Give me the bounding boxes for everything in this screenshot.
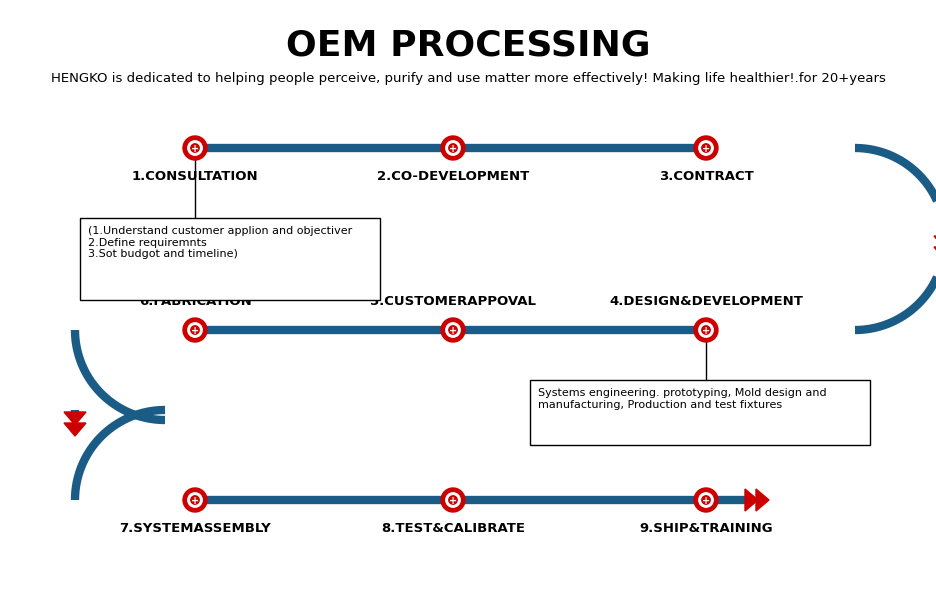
Text: +: + bbox=[191, 496, 199, 506]
Polygon shape bbox=[64, 423, 86, 436]
Circle shape bbox=[191, 326, 199, 334]
Text: +: + bbox=[191, 326, 199, 336]
Polygon shape bbox=[934, 247, 936, 260]
Circle shape bbox=[191, 144, 199, 152]
Text: +: + bbox=[449, 144, 457, 154]
Circle shape bbox=[183, 136, 207, 160]
Bar bbox=[530, 380, 870, 445]
Text: 6.FABRICATION: 6.FABRICATION bbox=[139, 295, 252, 308]
Text: +: + bbox=[449, 496, 457, 506]
Text: 2.CO-DEVELOPMENT: 2.CO-DEVELOPMENT bbox=[377, 170, 529, 183]
Circle shape bbox=[699, 493, 713, 507]
Circle shape bbox=[183, 488, 207, 512]
Circle shape bbox=[448, 144, 457, 152]
Circle shape bbox=[702, 144, 710, 152]
Circle shape bbox=[702, 496, 710, 504]
Circle shape bbox=[191, 496, 199, 504]
Text: +: + bbox=[702, 326, 710, 336]
Text: +: + bbox=[702, 496, 710, 506]
Circle shape bbox=[699, 141, 713, 155]
Circle shape bbox=[694, 136, 718, 160]
Circle shape bbox=[448, 496, 457, 504]
Polygon shape bbox=[756, 489, 769, 511]
Text: +: + bbox=[449, 326, 457, 336]
Text: (1.Understand customer applion and objectiver
2.Define requiremnts
3.Sot budgot : (1.Understand customer applion and objec… bbox=[88, 226, 352, 259]
Text: 9.SHIP&TRAINING: 9.SHIP&TRAINING bbox=[639, 522, 773, 535]
Polygon shape bbox=[745, 489, 758, 511]
Circle shape bbox=[441, 488, 465, 512]
Text: 8.TEST&CALIBRATE: 8.TEST&CALIBRATE bbox=[381, 522, 525, 535]
Circle shape bbox=[694, 318, 718, 342]
Circle shape bbox=[694, 488, 718, 512]
Polygon shape bbox=[64, 412, 86, 425]
Circle shape bbox=[441, 136, 465, 160]
Text: 1.CONSULTATION: 1.CONSULTATION bbox=[132, 170, 258, 183]
Circle shape bbox=[188, 141, 202, 155]
Circle shape bbox=[188, 323, 202, 337]
Circle shape bbox=[446, 141, 461, 155]
Polygon shape bbox=[934, 236, 936, 249]
Text: 4.DESIGN&DEVELOPMENT: 4.DESIGN&DEVELOPMENT bbox=[609, 295, 803, 308]
Circle shape bbox=[699, 323, 713, 337]
Circle shape bbox=[446, 493, 461, 507]
Text: +: + bbox=[702, 144, 710, 154]
Text: 5.CUSTOMERAPPOVAL: 5.CUSTOMERAPPOVAL bbox=[370, 295, 536, 308]
Text: +: + bbox=[191, 144, 199, 154]
Text: HENGKO is dedicated to helping people perceive, purify and use matter more effec: HENGKO is dedicated to helping people pe… bbox=[51, 72, 885, 85]
Circle shape bbox=[441, 318, 465, 342]
Circle shape bbox=[702, 326, 710, 334]
Text: 7.SYSTEMASSEMBLY: 7.SYSTEMASSEMBLY bbox=[119, 522, 271, 535]
Text: OEM PROCESSING: OEM PROCESSING bbox=[285, 28, 651, 62]
Circle shape bbox=[446, 323, 461, 337]
Circle shape bbox=[448, 326, 457, 334]
Text: 3.CONTRACT: 3.CONTRACT bbox=[659, 170, 753, 183]
Text: Systems engineering. prototyping, Mold design and
manufacturing, Production and : Systems engineering. prototyping, Mold d… bbox=[538, 388, 826, 410]
Bar bbox=[80, 218, 380, 300]
Circle shape bbox=[188, 493, 202, 507]
Circle shape bbox=[183, 318, 207, 342]
